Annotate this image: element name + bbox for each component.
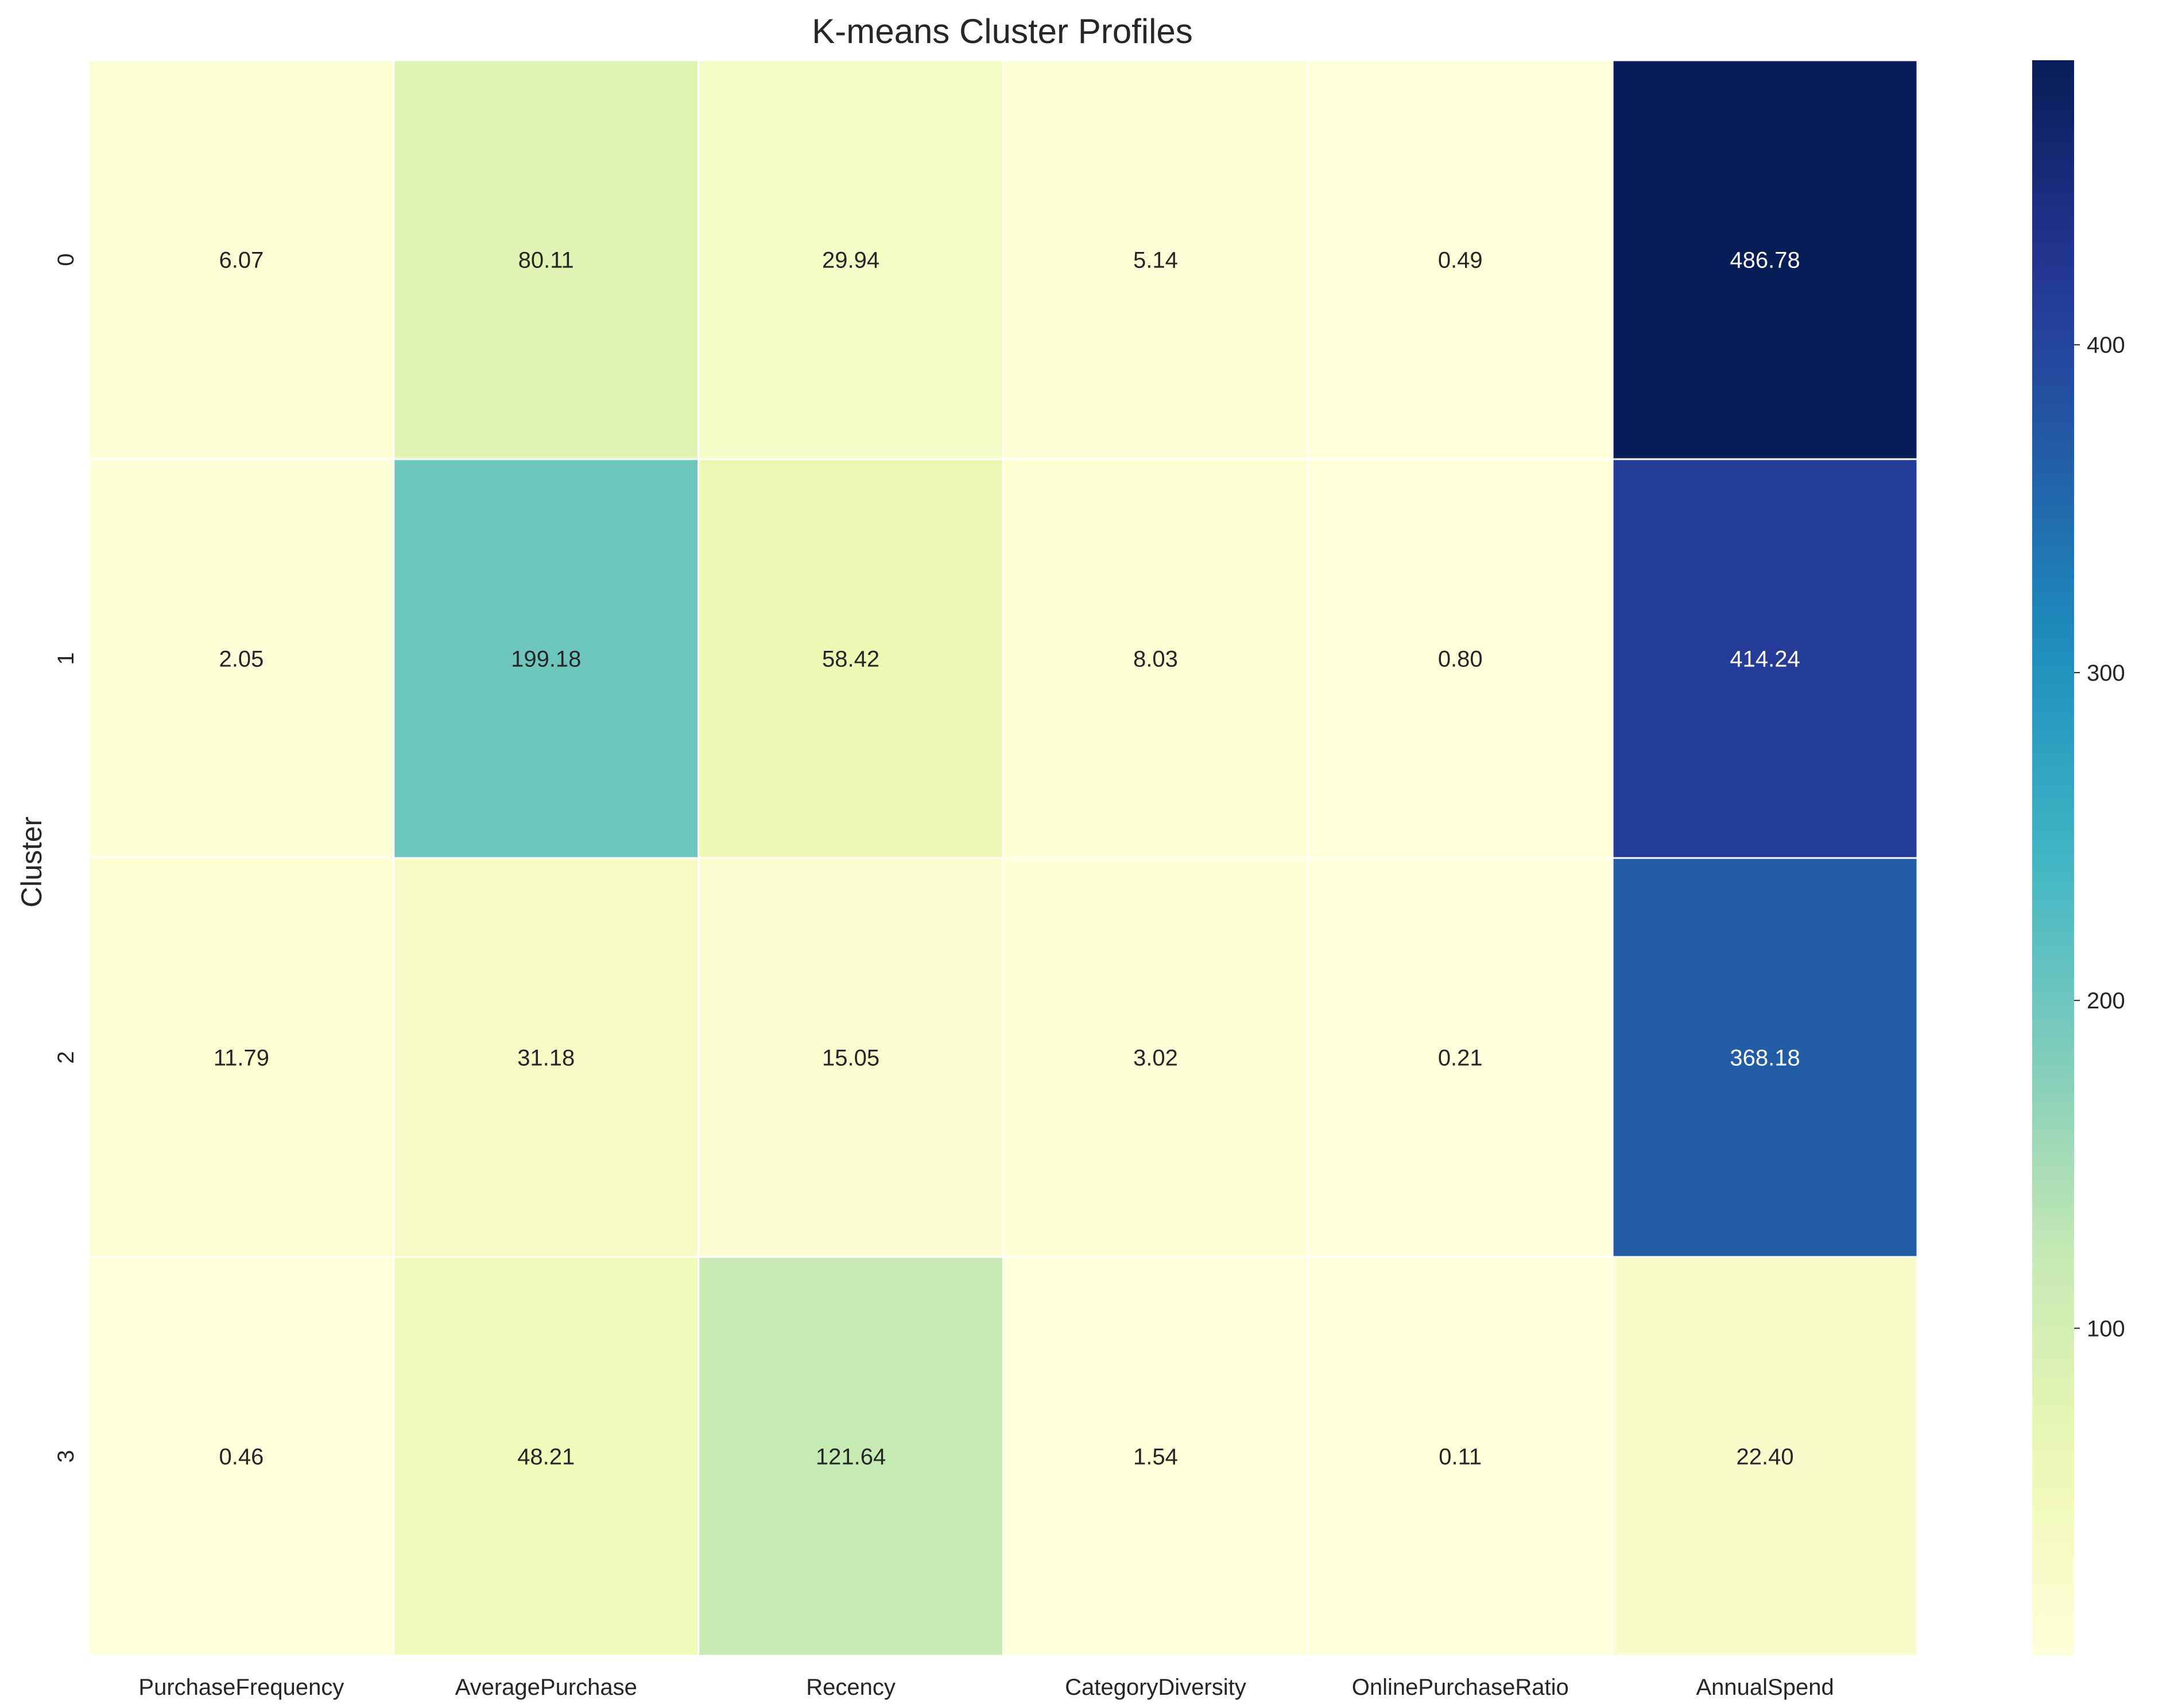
cell-value-label: 0.80 [1438, 647, 1483, 672]
heatmap-cell [1307, 857, 1614, 1258]
heatmap-cell [1002, 59, 1309, 460]
colorbar-tick-label: 300 [2087, 661, 2125, 686]
cell-value-label: 414.24 [1730, 647, 1800, 672]
cell-value-label: 2.05 [219, 647, 263, 672]
cell-value-label: 31.18 [517, 1046, 575, 1071]
heatmap-cell [1611, 458, 1919, 859]
y-tick-label: 3 [53, 1450, 79, 1462]
heatmap-cell [393, 458, 700, 859]
cell-value-label: 368.18 [1730, 1046, 1800, 1071]
heatmap-cells [88, 59, 1919, 1657]
x-tick-label: CategoryDiversity [1065, 1675, 1246, 1700]
heatmap-cell [1307, 59, 1614, 460]
cell-value-label: 80.11 [518, 248, 574, 273]
cell-value-label: 5.14 [1133, 248, 1178, 273]
heatmap-cell [88, 59, 395, 460]
cell-value-label: 8.03 [1133, 647, 1178, 672]
y-tick-label: 2 [53, 1051, 79, 1063]
y-tick-label: 1 [53, 652, 79, 665]
y-tick-labels: 0 1 2 3 [53, 253, 79, 1462]
heatmap-cell [88, 857, 395, 1258]
cell-value-label: 3.02 [1133, 1046, 1178, 1071]
heatmap-cell [1002, 1256, 1309, 1657]
heatmap-cell [1002, 458, 1309, 859]
cell-value-label: 48.21 [517, 1445, 575, 1470]
colorbar [2032, 60, 2074, 1656]
cell-value-label: 1.54 [1133, 1445, 1178, 1470]
cell-value-label: 58.42 [822, 647, 879, 672]
heatmap-cell [88, 458, 395, 859]
heatmap-cell [393, 857, 700, 1258]
heatmap-cell [1611, 1256, 1919, 1657]
heatmap-cell [1307, 1256, 1614, 1657]
colorbar-tick-label: 400 [2087, 333, 2125, 358]
cell-value-label: 0.46 [219, 1445, 263, 1470]
heatmap-cell [697, 59, 1004, 460]
heatmap-cell [393, 1256, 700, 1657]
x-tick-label: OnlinePurchaseRatio [1352, 1675, 1569, 1700]
colorbar-tick-label: 200 [2087, 988, 2125, 1014]
cell-value-label: 199.18 [511, 647, 581, 672]
cell-labels: 6.07 80.11 29.94 5.14 0.49 486.78 2.05 199.18 58… [214, 248, 1800, 1470]
x-tick-label: PurchaseFrequency [138, 1675, 344, 1700]
heatmap-cell [697, 857, 1004, 1258]
heatmap-cell [1611, 857, 1919, 1258]
cell-value-label: 0.49 [1438, 248, 1483, 273]
cell-value-label: 0.21 [1438, 1046, 1483, 1071]
heatmap-cell [88, 1256, 395, 1657]
cell-value-label: 486.78 [1730, 248, 1800, 273]
chart-title: K-means Cluster Profiles [812, 12, 1193, 51]
heatmap-cell [1002, 857, 1309, 1258]
cell-value-label: 6.07 [219, 248, 263, 273]
colorbar-tick-label: 100 [2087, 1316, 2125, 1341]
x-tick-label: Recency [806, 1675, 896, 1700]
cell-value-label: 29.94 [822, 248, 879, 273]
y-axis-label: Cluster [15, 817, 48, 907]
cell-value-label: 121.64 [816, 1445, 886, 1470]
cell-value-label: 22.40 [1737, 1445, 1794, 1470]
heatmap-cell [393, 59, 700, 460]
y-tick-label: 0 [53, 253, 79, 266]
heatmap-cell [1611, 59, 1919, 460]
x-tick-label: AveragePurchase [455, 1675, 637, 1700]
x-tick-label: AnnualSpend [1696, 1675, 1834, 1700]
cell-value-label: 0.11 [1439, 1445, 1482, 1470]
colorbar-ticks: 100 200 300 400 [2074, 333, 2125, 1341]
heatmap-cell [697, 1256, 1004, 1657]
cell-value-label: 11.79 [214, 1046, 269, 1071]
x-tick-labels: PurchaseFrequency AveragePurchase Recency C… [138, 1675, 1834, 1700]
cell-value-label: 15.05 [822, 1046, 879, 1071]
